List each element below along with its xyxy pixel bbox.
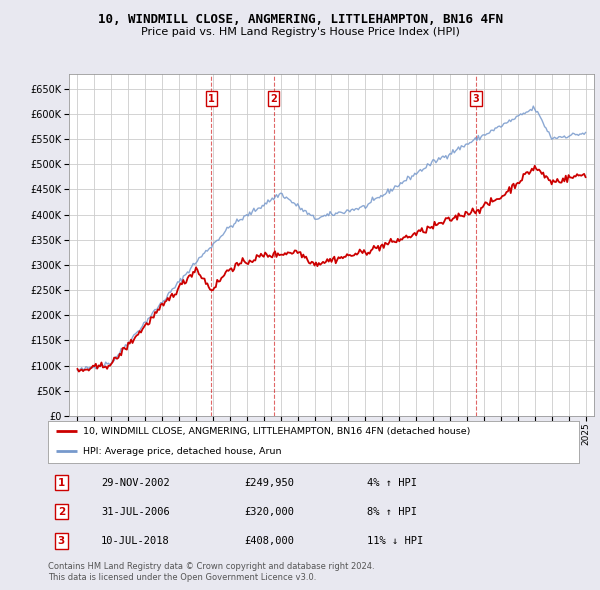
Text: 1: 1 xyxy=(208,94,215,104)
Text: 1: 1 xyxy=(58,477,65,487)
Text: 2: 2 xyxy=(270,94,277,104)
Text: 11% ↓ HPI: 11% ↓ HPI xyxy=(367,536,423,546)
Text: Contains HM Land Registry data © Crown copyright and database right 2024.: Contains HM Land Registry data © Crown c… xyxy=(48,562,374,571)
Text: £249,950: £249,950 xyxy=(244,477,295,487)
Text: 10-JUL-2018: 10-JUL-2018 xyxy=(101,536,170,546)
Text: 2: 2 xyxy=(58,507,65,517)
Text: 10, WINDMILL CLOSE, ANGMERING, LITTLEHAMPTON, BN16 4FN: 10, WINDMILL CLOSE, ANGMERING, LITTLEHAM… xyxy=(97,13,503,26)
Text: 4% ↑ HPI: 4% ↑ HPI xyxy=(367,477,416,487)
Text: 29-NOV-2002: 29-NOV-2002 xyxy=(101,477,170,487)
Text: £320,000: £320,000 xyxy=(244,507,295,517)
Text: 3: 3 xyxy=(472,94,479,104)
Text: 3: 3 xyxy=(58,536,65,546)
Text: £408,000: £408,000 xyxy=(244,536,295,546)
Text: This data is licensed under the Open Government Licence v3.0.: This data is licensed under the Open Gov… xyxy=(48,573,316,582)
Text: 8% ↑ HPI: 8% ↑ HPI xyxy=(367,507,416,517)
Text: HPI: Average price, detached house, Arun: HPI: Average price, detached house, Arun xyxy=(83,447,281,455)
Text: 31-JUL-2006: 31-JUL-2006 xyxy=(101,507,170,517)
Text: Price paid vs. HM Land Registry's House Price Index (HPI): Price paid vs. HM Land Registry's House … xyxy=(140,27,460,37)
Text: 10, WINDMILL CLOSE, ANGMERING, LITTLEHAMPTON, BN16 4FN (detached house): 10, WINDMILL CLOSE, ANGMERING, LITTLEHAM… xyxy=(83,427,470,436)
